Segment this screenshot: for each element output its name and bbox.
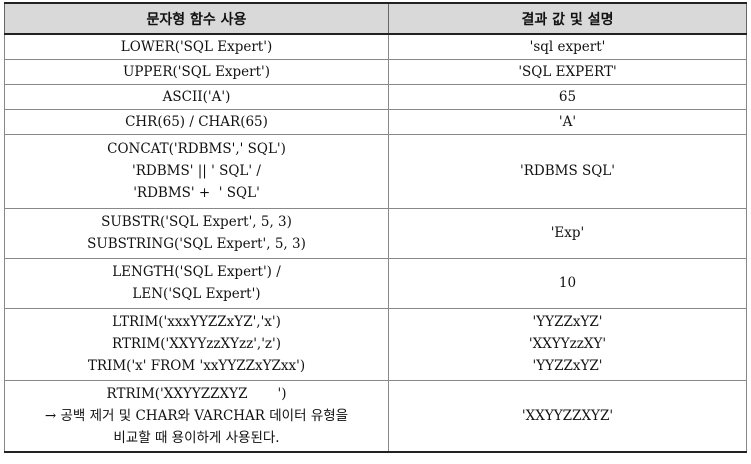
result-cell: 65 [388,83,747,110]
table-body: LOWER('SQL Expert') 'sql expert' UPPER('SQ… [4,33,747,453]
function-cell: CONCAT('RDBMS',' SQL') 'RDBMS' || ' SQL' … [4,133,389,209]
function-expression: LTRIM('xxxYYZZxYZ','x') [112,314,281,330]
function-expression: SUBSTR('SQL Expert', 5, 3) [101,214,292,230]
table-row: LTRIM('xxxYYZZxYZ','x') RTRIM('XXYYzzXYzz… [4,307,747,381]
table-row: LOWER('SQL Expert') 'sql expert' [4,33,747,60]
function-expression: LENGTH('SQL Expert') / [112,264,281,280]
function-expression: → 공백 제거 및 CHAR와 VARCHAR 데이터 유형을 [44,407,349,424]
function-cell: LTRIM('xxxYYZZxYZ','x') RTRIM('XXYYzzXYzz… [4,307,389,381]
function-expression: RTRIM('XXYYZZXYZ ') [106,385,287,402]
function-expression: 'RDBMS' || ' SQL' / [132,163,261,179]
result-cell: 'Exp' [388,207,747,259]
function-expression: CONCAT('RDBMS',' SQL') [107,141,286,157]
result-cell: 'YYZZxYZ' 'XXYYzzXY' 'YYZZxYZ' [388,307,747,381]
function-expression: 비교할 때 용이하게 사용된다. [113,429,280,446]
function-expression: LEN('SQL Expert') [132,286,261,302]
header-row: 문자형 함수 사용 결과 값 및 설명 [4,2,747,35]
result-value: 'XXYYZZXYZ' [521,407,614,424]
result-value: 'XXYYzzXY' [528,336,607,352]
table-row: LENGTH('SQL Expert') / LEN('SQL Expert') 1… [4,257,747,309]
function-expression: TRIM('x' FROM 'xxYYZZxYZxx') [87,358,306,374]
result-value: 'YYZZxYZ' [532,314,603,330]
result-value: 'A' [558,113,577,130]
result-cell: 'A' [388,108,747,135]
result-value: 'SQL EXPERT' [518,63,617,80]
function-expression: UPPER('SQL Expert') [122,63,271,80]
result-value: 65 [558,88,577,105]
table-row: SUBSTR('SQL Expert', 5, 3) SUBSTRING('SQL… [4,207,747,259]
string-function-table-container: 문자형 함수 사용 결과 값 및 설명 LOWER('SQL Expert') '… [4,2,747,453]
function-expression: ASCII('A') [162,88,231,105]
function-cell: ASCII('A') [4,83,389,110]
function-expression: 'RDBMS' + ' SQL' [133,185,260,201]
function-expression: RTRIM('XXYYzzXYzz','z') [111,336,282,352]
function-cell: LOWER('SQL Expert') [4,33,389,60]
table-row: RTRIM('XXYYZZXYZ ') → 공백 제거 및 CHAR와 VARCH… [4,379,747,453]
function-cell: RTRIM('XXYYZZXYZ ') → 공백 제거 및 CHAR와 VARCH… [4,379,389,453]
header-result-description: 결과 값 및 설명 [388,2,747,35]
table-row: UPPER('SQL Expert') 'SQL EXPERT' [4,58,747,85]
table-row: ASCII('A') 65 [4,83,747,110]
result-cell: 'XXYYZZXYZ' [388,379,747,453]
result-value: 'sql expert' [529,38,606,55]
function-cell: UPPER('SQL Expert') [4,58,389,85]
result-cell: 'RDBMS SQL' [388,133,747,209]
function-expression: SUBSTRING('SQL Expert', 5, 3) [87,236,306,252]
function-cell: CHR(65) / CHAR(65) [4,108,389,135]
function-expression: LOWER('SQL Expert') [120,38,273,55]
result-value: 'YYZZxYZ' [532,358,603,374]
result-cell: 10 [388,257,747,309]
function-expression: CHR(65) / CHAR(65) [125,113,268,130]
function-cell: LENGTH('SQL Expert') / LEN('SQL Expert') [4,257,389,309]
string-function-table: 문자형 함수 사용 결과 값 및 설명 LOWER('SQL Expert') '… [4,2,747,453]
result-value: 10 [558,275,577,291]
table-row: CONCAT('RDBMS',' SQL') 'RDBMS' || ' SQL' … [4,133,747,209]
result-value: 'Exp' [550,225,585,241]
function-cell: SUBSTR('SQL Expert', 5, 3) SUBSTRING('SQL… [4,207,389,259]
result-cell: 'sql expert' [388,33,747,60]
table-row: CHR(65) / CHAR(65) 'A' [4,108,747,135]
result-value: 'RDBMS SQL' [520,163,615,179]
header-function-usage: 문자형 함수 사용 [4,2,389,35]
result-cell: 'SQL EXPERT' [388,58,747,85]
